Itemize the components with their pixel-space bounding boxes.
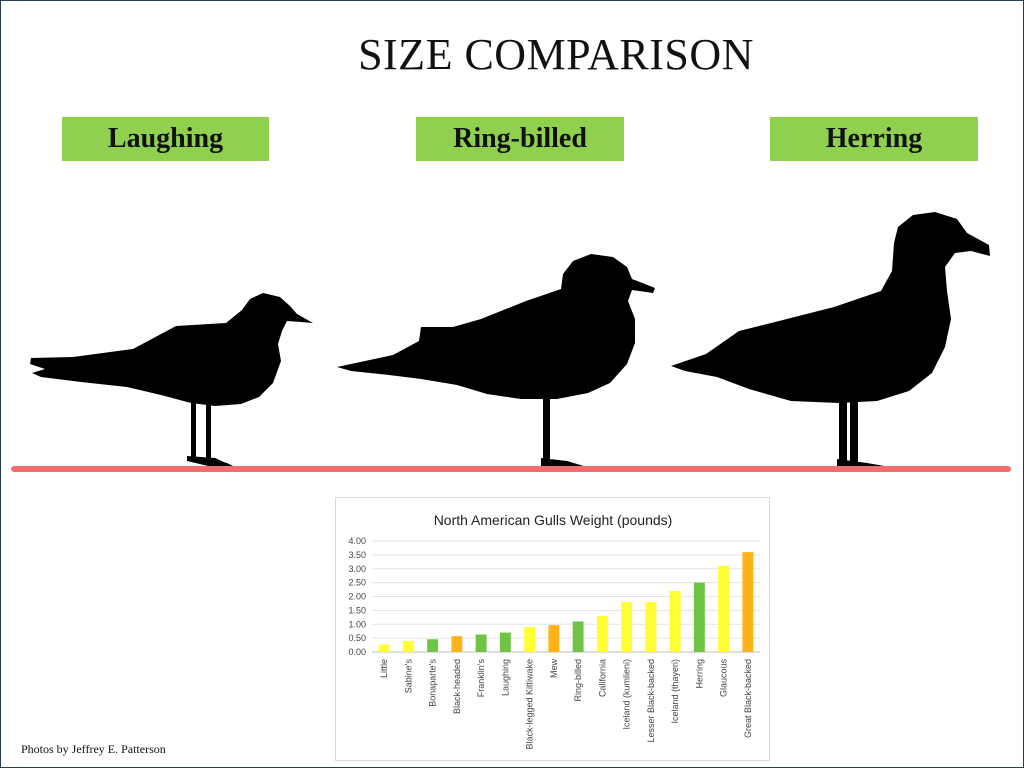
bar-iceland-thayeri [669,590,681,652]
gull-silhouettes [30,212,990,470]
bar-iceland-kumlieni [621,602,633,652]
x-tick-label: Herring [694,659,704,689]
bar-great-black-backed [742,552,754,652]
x-tick-label: Mew [549,659,559,679]
bar-little [378,644,390,652]
bar-ring-billed [572,621,584,652]
x-tick-label: Laughing [500,659,510,696]
label-ring-billed: Ring-billed [416,117,624,161]
x-tick-label: Bonaparte's [428,659,438,707]
y-tick-label: 1.00 [348,619,366,629]
bar-glaucous [718,565,730,652]
photo-credit: Photos by Jeffrey E. Patterson [21,742,166,756]
x-tick-label: Glaucous [719,659,729,698]
x-tick-label: Franklin's [476,659,486,698]
chart-title: North American Gulls Weight (pounds) [434,512,673,528]
x-tick-label: Ring-billed [573,659,583,702]
y-tick-label: 1.50 [348,605,366,615]
bar-black-headed [451,636,463,652]
laughing-gull-silhouette [30,293,313,470]
y-tick-label: 2.50 [348,578,366,588]
bar-sabine-s [402,640,414,652]
x-tick-label: Black-legged Kittiwake [525,659,535,750]
herring-gull-silhouette [671,212,990,469]
ring-billed-gull-silhouette [337,254,655,467]
x-tick-label: Lesser Black-backed [646,659,656,743]
weight-chart-svg: North American Gulls Weight (pounds) 0.0… [348,512,760,750]
y-tick-label: 4.00 [348,536,366,546]
x-tick-label: Iceland (thayeri) [670,659,680,724]
x-tick-label: Black-headed [452,659,462,714]
bar-laughing [499,632,511,652]
x-tick-label: Little [379,659,389,678]
slide-title: SIZE COMPARISON [358,30,754,79]
x-tick-label: Iceland (kumlieni) [622,659,632,730]
bar-mew [548,625,560,652]
y-tick-label: 2.00 [348,592,366,602]
y-tick-label: 0.50 [348,633,366,643]
x-tick-label: Great Black-backed [743,659,753,738]
y-tick-label: 3.00 [348,564,366,574]
bar-bonaparte-s [427,639,439,652]
label-herring: Herring [770,117,978,161]
x-tick-label: Sabine's [403,659,413,694]
y-tick-label: 3.50 [348,550,366,560]
weight-chart: North American Gulls Weight (pounds) 0.0… [335,497,770,761]
y-tick-label: 0.00 [348,647,366,657]
bar-franklin-s [475,634,487,652]
bar-black-legged-kittiwake [524,627,536,652]
label-laughing: Laughing [62,117,269,161]
x-tick-label: California [597,659,607,697]
bar-california [596,615,608,652]
bar-herring [693,582,705,652]
bar-lesser-black-backed [645,602,657,652]
ground-line [11,466,1011,472]
